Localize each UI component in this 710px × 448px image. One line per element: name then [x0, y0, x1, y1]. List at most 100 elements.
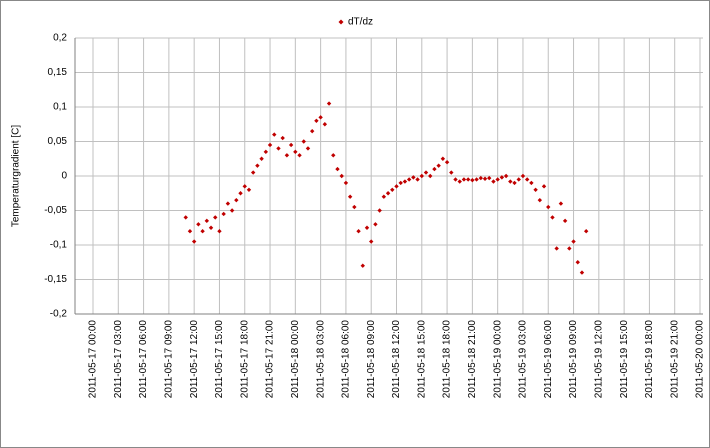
y-tick-label: -0,05	[44, 205, 67, 216]
point	[508, 179, 513, 184]
point	[520, 173, 526, 179]
point	[288, 142, 294, 148]
point	[503, 173, 509, 179]
point	[263, 149, 269, 155]
point	[191, 239, 197, 244]
point	[293, 149, 298, 155]
point	[309, 128, 315, 134]
point	[411, 175, 416, 180]
point	[436, 163, 441, 168]
point	[558, 201, 564, 206]
x-tick-label: 2011-05-18 00:00	[290, 320, 301, 399]
point	[495, 177, 500, 182]
x-tick-label: 2011-05-17 00:00	[88, 320, 99, 399]
x-tick-label: 2011-05-18 09:00	[366, 320, 377, 399]
point	[567, 246, 572, 251]
point	[541, 184, 547, 189]
point	[356, 229, 361, 234]
x-tick-label: 2011-05-20 00:00	[695, 320, 706, 399]
point	[221, 211, 226, 217]
point	[272, 132, 277, 137]
legend-marker	[338, 19, 344, 25]
point	[305, 146, 311, 151]
point	[406, 177, 412, 182]
point	[373, 222, 378, 227]
point	[217, 229, 222, 234]
point	[554, 246, 559, 251]
point	[369, 239, 374, 244]
point	[229, 208, 235, 213]
point	[529, 180, 534, 186]
x-tick-label: 2011-05-19 06:00	[543, 320, 554, 399]
y-tick-label: 0,15	[48, 67, 68, 78]
point	[297, 153, 302, 158]
y-tick-label: -0,15	[44, 274, 67, 285]
x-tick-label: 2011-05-19 00:00	[492, 320, 503, 399]
y-tick-label: 0,05	[48, 136, 68, 147]
point	[343, 180, 349, 186]
point	[187, 229, 193, 234]
point	[465, 177, 471, 182]
x-tick-label: 2011-05-18 21:00	[467, 320, 478, 399]
point	[487, 175, 492, 181]
point	[428, 173, 433, 179]
x-tick-label: 2011-05-18 06:00	[341, 320, 352, 399]
point	[250, 170, 256, 175]
point	[246, 187, 252, 192]
x-tick-label: 2011-05-17 18:00	[239, 320, 250, 399]
x-tick-label: 2011-05-19 12:00	[593, 320, 604, 399]
point	[453, 177, 458, 182]
x-tick-label: 2011-05-19 09:00	[568, 320, 579, 399]
point	[331, 153, 336, 158]
y-tick-label: -0,1	[50, 240, 68, 251]
point	[326, 101, 332, 106]
x-tick-label: 2011-05-17 15:00	[214, 320, 225, 399]
y-axis-title: Temperaturgradient [C]	[11, 125, 22, 227]
point	[238, 191, 243, 196]
point	[394, 184, 399, 189]
point	[398, 180, 403, 186]
x-tick-label: 2011-05-18 15:00	[416, 320, 427, 399]
point	[440, 156, 446, 161]
x-tick-label: 2011-05-18 12:00	[391, 320, 402, 399]
point	[267, 142, 273, 148]
point	[449, 170, 454, 175]
x-tick-label: 2011-05-19 21:00	[669, 320, 680, 399]
x-tick-label: 2011-05-18 03:00	[315, 320, 326, 399]
point	[444, 160, 450, 165]
point	[575, 260, 580, 265]
point	[512, 180, 517, 186]
point	[204, 218, 210, 224]
point	[280, 135, 285, 141]
point	[377, 208, 382, 213]
point	[533, 187, 538, 192]
legend-label: dT/dz	[348, 17, 373, 28]
y-tick-label: 0	[61, 171, 67, 182]
point	[491, 179, 496, 184]
x-tick-label: 2011-05-18 18:00	[442, 320, 453, 399]
point	[482, 176, 488, 181]
x-tick-label: 2011-05-17 12:00	[189, 320, 200, 399]
point	[196, 222, 201, 227]
x-tick-label: 2011-05-17 03:00	[113, 320, 124, 399]
point	[470, 177, 475, 183]
point	[432, 166, 437, 172]
point	[499, 175, 505, 180]
x-tick-label: 2011-05-19 03:00	[518, 320, 529, 399]
x-tick-label: 2011-05-17 06:00	[138, 320, 149, 399]
point	[583, 229, 589, 234]
point	[352, 204, 357, 210]
point	[457, 179, 462, 184]
point	[322, 122, 328, 127]
point	[546, 204, 551, 210]
point	[213, 215, 218, 220]
point	[385, 191, 391, 196]
point	[461, 177, 467, 182]
point	[339, 173, 344, 179]
point	[415, 177, 420, 182]
point	[183, 215, 188, 220]
point	[524, 177, 530, 182]
x-tick-label: 2011-05-19 18:00	[644, 320, 655, 399]
point	[259, 156, 264, 161]
